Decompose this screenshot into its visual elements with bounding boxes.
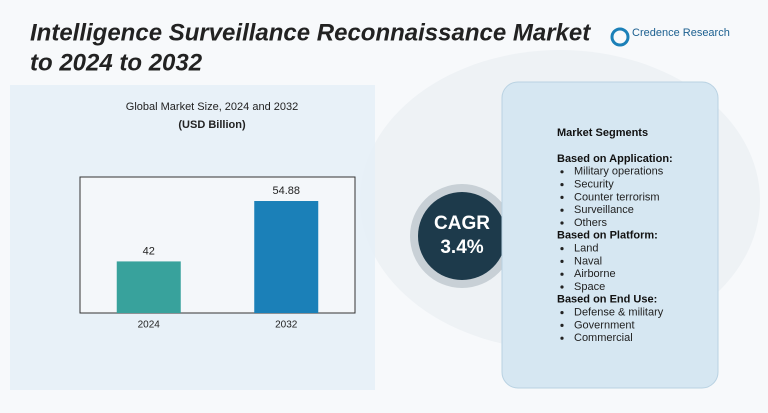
segment-item: Surveillance (574, 204, 634, 216)
segment-item: Security (574, 179, 614, 191)
bar (254, 201, 319, 313)
chart-title: Global Market Size, 2024 and 2032 (126, 101, 298, 113)
x-tick-label: 2032 (275, 320, 298, 331)
segment-item: Government (574, 319, 635, 331)
title-line: to 2024 to 2032 (30, 49, 203, 76)
segment-item: Counter terrorism (574, 191, 660, 203)
logo-icon (610, 27, 630, 47)
segment-group-title: Based on Platform: (557, 230, 658, 242)
chart-subtitle: (USD Billion) (178, 119, 246, 131)
segment-item: Defense & military (574, 307, 664, 319)
bullet (560, 170, 564, 174)
segment-item: Others (574, 217, 608, 229)
cagr-circle (418, 192, 506, 280)
segment-item: Airborne (574, 268, 616, 280)
x-tick-label: 2024 (138, 320, 161, 331)
segment-group-title: Based on End Use: (557, 294, 657, 306)
title-line: Intelligence Surveillance Reconnaissance… (30, 19, 591, 46)
segment-group-title: Based on Application: (557, 153, 673, 165)
bullet (560, 195, 564, 199)
segment-item: Military operations (574, 166, 664, 178)
bullet (560, 247, 564, 251)
cagr-label: CAGR (434, 213, 490, 234)
segments-panel (501, 81, 719, 389)
segment-item: Naval (574, 255, 602, 267)
value-label: 42 (143, 245, 155, 257)
bullet (560, 221, 564, 225)
bullet (560, 311, 564, 315)
cagr-value: 3.4% (440, 237, 483, 258)
segments-heading: Market Segments (557, 127, 648, 139)
value-label: 54.88 (272, 185, 300, 197)
segment-item: Commercial (574, 332, 633, 344)
bullet (560, 208, 564, 212)
bullet (560, 183, 564, 187)
logo-name: Credence Research (632, 27, 730, 39)
segment-item: Land (574, 243, 598, 255)
bullet (560, 259, 564, 263)
bar (116, 261, 181, 313)
bullet (560, 336, 564, 340)
segment-item: Space (574, 281, 605, 293)
bullet (560, 323, 564, 327)
bullet (560, 285, 564, 289)
bullet (560, 272, 564, 276)
